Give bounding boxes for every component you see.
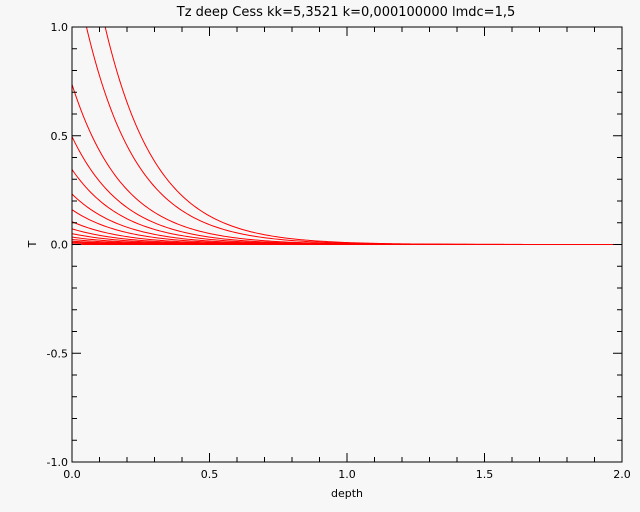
y-tick-label: 1.0 — [51, 21, 69, 34]
y-tick-label: -0.5 — [47, 347, 68, 360]
axis-ticks: 0.0 0.5 1.0 1.5 2.0 -1.0 -0.5 0.0 0.5 1.0 — [47, 21, 631, 481]
x-tick-label: 1.0 — [338, 468, 356, 481]
y-axis-label: T — [26, 240, 39, 248]
series-layer — [72, 27, 622, 245]
x-tick-label: 0.0 — [63, 468, 81, 481]
y-tick-label: -1.0 — [47, 456, 68, 469]
x-tick-label: 1.5 — [476, 468, 494, 481]
x-tick-label: 0.5 — [201, 468, 219, 481]
y-tick-label: 0.0 — [51, 239, 69, 252]
x-axis-label: depth — [331, 487, 363, 500]
x-tick-label: 2.0 — [613, 468, 631, 481]
y-tick-label: 0.5 — [51, 130, 69, 143]
chart-title: Tz deep Cess kk=5,3521 k=0,000100000 lmd… — [176, 5, 516, 20]
